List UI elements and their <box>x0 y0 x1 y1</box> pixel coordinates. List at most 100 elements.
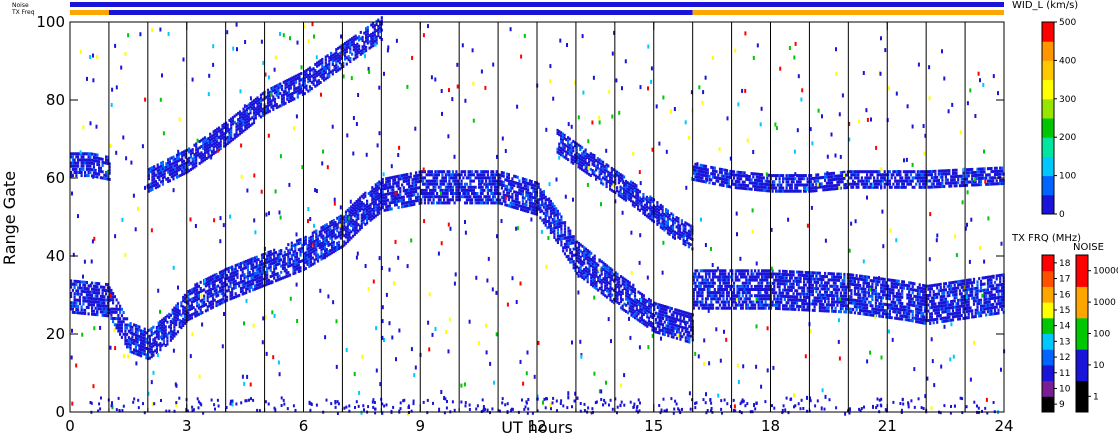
echo-cell <box>692 288 695 291</box>
echo-cell <box>556 241 559 244</box>
echo-cell <box>562 233 565 237</box>
echo-cell <box>1000 283 1004 286</box>
echo-cell <box>252 272 255 276</box>
echo-cell <box>350 224 353 227</box>
echo-cell <box>124 342 127 346</box>
echo-cell <box>633 313 637 317</box>
echo-cell <box>199 290 202 294</box>
echo-cell <box>834 278 837 282</box>
echo-cell <box>183 306 186 310</box>
echo-cell <box>539 191 542 195</box>
echo-cell <box>516 185 519 189</box>
echo-cell <box>134 324 137 328</box>
echo-cell <box>752 306 755 310</box>
echo-cell <box>173 315 176 319</box>
echo-cell <box>495 198 498 202</box>
echo-cell <box>711 278 715 282</box>
echo-cell <box>190 316 193 320</box>
echo-cell <box>948 284 951 288</box>
echo-cell <box>371 192 374 196</box>
echo-cell <box>208 295 211 299</box>
echo-cell <box>644 307 647 311</box>
echo-cell <box>699 288 702 291</box>
echo-cell <box>815 271 818 275</box>
echo-cell <box>887 284 890 288</box>
echo-cell <box>941 320 944 323</box>
echo-cell <box>234 267 237 271</box>
echo-cell <box>504 193 507 197</box>
echo-cell <box>192 306 195 310</box>
echo-cell <box>815 302 818 306</box>
echo-cell <box>943 307 946 311</box>
echo-cell <box>946 316 949 320</box>
echo-cell <box>362 196 365 200</box>
echo-cell <box>348 213 351 217</box>
echo-cell <box>850 279 853 283</box>
echo-cell <box>560 234 563 238</box>
echo-cell <box>264 270 267 274</box>
echo-cell <box>234 295 237 299</box>
echo-cell <box>783 282 786 286</box>
echo-cell <box>873 310 876 314</box>
echo-cell <box>881 277 884 281</box>
echo-cell <box>366 205 369 209</box>
echo-cell <box>271 261 274 265</box>
echo-cell <box>782 174 785 178</box>
echo-cell <box>448 198 451 202</box>
echo-cell <box>943 319 946 323</box>
echo-cell <box>827 287 830 291</box>
echo-cell <box>457 182 460 186</box>
echo-cell <box>701 297 704 301</box>
echo-cell <box>660 319 663 323</box>
echo-cell <box>94 288 97 292</box>
echo-cell <box>98 291 101 295</box>
echo-cell <box>243 263 246 267</box>
echo-cell <box>486 192 489 195</box>
echo-cell <box>227 285 230 289</box>
echo-cell <box>986 303 990 307</box>
echo-cell <box>836 275 839 279</box>
echo-cell <box>183 297 186 300</box>
echo-cell <box>485 195 488 199</box>
echo-cell <box>344 232 348 236</box>
echo-cell <box>831 284 834 288</box>
echo-cell <box>640 296 644 300</box>
echo-cell <box>234 273 237 277</box>
echo-cell <box>259 266 262 270</box>
echo-cell <box>771 291 774 295</box>
echo-cell <box>943 288 946 292</box>
echo-cell <box>803 274 806 277</box>
echo-cell <box>492 198 495 202</box>
echo-cell <box>371 214 374 218</box>
echo-cell <box>925 309 928 313</box>
echo-cell <box>91 303 94 307</box>
echo-cell <box>804 174 807 178</box>
echo-cell <box>901 292 904 296</box>
echo-cell <box>541 218 544 222</box>
echo-cell <box>173 309 176 313</box>
echo-cell <box>492 195 495 199</box>
echo-cell <box>353 233 356 236</box>
echo-cell <box>194 314 197 318</box>
echo-cell <box>527 191 530 195</box>
echo-cell <box>827 309 830 313</box>
echo-cell <box>859 296 862 300</box>
echo-cell <box>234 286 237 289</box>
echo-cell <box>962 304 965 308</box>
echo-cell <box>178 318 181 322</box>
echo-cell <box>243 273 246 277</box>
echo-cell <box>474 170 477 174</box>
echo-cell <box>457 188 460 192</box>
echo-cell <box>521 180 524 184</box>
echo-cell <box>122 311 125 314</box>
echo-cell <box>85 293 88 297</box>
echo-cell <box>711 275 715 279</box>
echo-cell <box>369 193 372 197</box>
echo-cell <box>549 221 552 225</box>
echo-cell <box>909 309 912 313</box>
echo-cell <box>159 320 162 324</box>
echo-cell <box>295 264 299 268</box>
echo-cell <box>937 311 940 315</box>
echo-cell <box>711 272 715 276</box>
echo-cell <box>595 268 598 272</box>
